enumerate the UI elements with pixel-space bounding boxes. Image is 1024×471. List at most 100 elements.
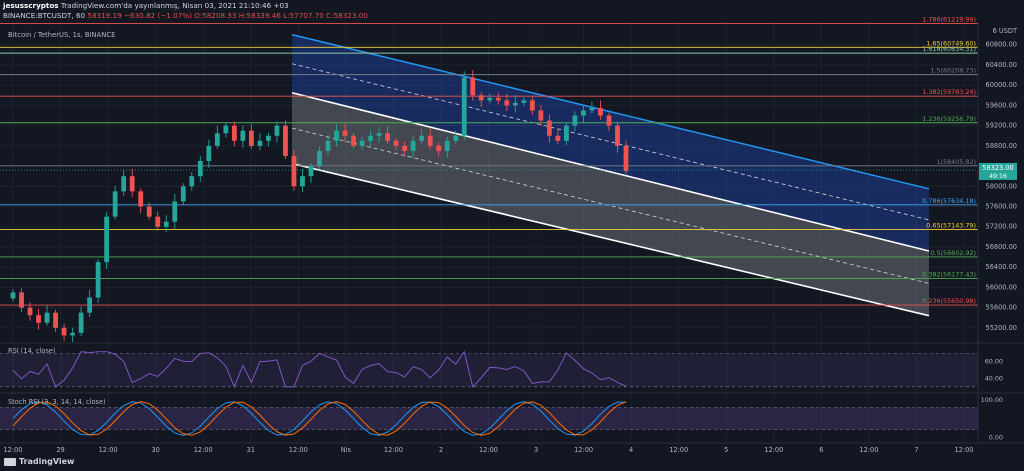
lower-channel-fill: [292, 92, 929, 316]
candle-body: [257, 140, 263, 146]
candle-body: [325, 140, 331, 151]
price-axis-label: 57600.00: [986, 203, 1017, 211]
price-axis-label: 57200.00: [986, 223, 1017, 231]
candle-body: [538, 110, 544, 121]
candle-body: [61, 327, 67, 336]
candle-body: [44, 312, 50, 323]
stoch-label: Stoch RSI (3, 3, 14, 14, close): [8, 398, 106, 406]
fib-label: 0.5(56602.92): [930, 249, 976, 257]
ohlc-values: O:58208.33 H:58339.46 L:57707.70 C:58323…: [194, 11, 368, 20]
candle-body: [291, 155, 297, 187]
candle-body: [410, 140, 416, 151]
candle-body: [546, 120, 552, 136]
candle-body: [36, 315, 41, 323]
current-price-value: 58323.00: [982, 164, 1013, 172]
upper-channel-median: [291, 63, 930, 221]
candle-body: [70, 332, 75, 336]
candle-body: [317, 150, 322, 167]
time-axis-label: 6: [819, 446, 823, 454]
candle-body: [368, 135, 373, 141]
candle-body: [376, 133, 382, 136]
time-axis-label: 12:00: [954, 446, 973, 454]
price-axis-label: 55200.00: [986, 324, 1017, 332]
fib-label: 0.786(57634.18): [922, 197, 976, 205]
candle-body: [112, 191, 118, 217]
candle-body: [444, 140, 450, 151]
fib-label: 1.618(60634.31): [922, 45, 976, 53]
price-axis-label: 55600.00: [986, 304, 1017, 312]
candle-body: [95, 262, 101, 298]
price-axis-label: 56000.00: [986, 283, 1017, 291]
candle-body: [359, 140, 365, 146]
channel-midline: [291, 91, 930, 252]
candle-body: [487, 97, 493, 101]
candle-body: [163, 221, 169, 227]
candle-body: [461, 77, 467, 136]
time-axis-label: 3: [534, 446, 538, 454]
candle-body: [197, 161, 203, 177]
candle-body: [529, 100, 535, 111]
candle-body: [19, 292, 24, 308]
last-price: 58319.19: [87, 11, 122, 20]
candle-body: [581, 110, 586, 116]
symbol-name: BINANCE:BTCUSDT, 60: [3, 11, 86, 20]
time-axis-label: 12:00: [194, 446, 213, 454]
pair-label: Bitcoin / TetherUS, 1s, BINANCE: [8, 31, 116, 39]
tradingview-brand[interactable]: TradingView: [4, 457, 74, 466]
candle-body: [598, 107, 603, 116]
time-axis-label: Nis: [341, 446, 352, 454]
price-axis-label: 56400.00: [986, 263, 1017, 271]
time-axis-label: 12:00: [479, 446, 498, 454]
time-axis-label: 29: [56, 446, 64, 454]
lower-channel-median: [291, 127, 930, 284]
price-axis-label: 60400.00: [986, 61, 1017, 69]
candle-body: [248, 130, 254, 146]
candle-body: [87, 297, 93, 313]
stoch-d-line: [12, 401, 627, 436]
candle-body: [606, 115, 612, 126]
time-axis-label: 31: [247, 446, 255, 454]
candle-body: [521, 100, 527, 103]
candle-body: [385, 133, 391, 141]
candle-body: [504, 100, 510, 106]
author-name: jesusscryptos: [3, 1, 59, 10]
candle-body: [478, 95, 484, 101]
candle-body: [78, 312, 84, 333]
candle-body: [615, 125, 620, 146]
price-axis-label: 56800.00: [986, 243, 1017, 251]
candle-body: [266, 135, 271, 141]
price-axis-label: 60000.00: [986, 81, 1017, 89]
candle-body: [393, 140, 399, 146]
time-axis-label: 4: [629, 446, 633, 454]
header-symbol-line: BINANCE:BTCUSDT, 60 58319.19 −630.82 (−1…: [3, 11, 368, 21]
candle-body: [402, 145, 408, 151]
fib-label: 0.236(55650.98): [922, 297, 976, 305]
time-axis-label: 12:00: [99, 446, 118, 454]
candle-body: [470, 77, 476, 96]
candle-body: [308, 166, 314, 177]
candle-body: [138, 191, 144, 207]
candle-body: [240, 130, 246, 141]
fib-label: 1.786(61219.99): [922, 16, 976, 24]
candle-body: [53, 312, 58, 328]
candle-body: [223, 125, 229, 134]
fib-label: 1(58405.82): [936, 158, 976, 166]
published-date: TradingView.com'da yayınlanmış, Nisan 03…: [60, 1, 289, 10]
rsi-axis-label: 40.00: [985, 374, 1003, 382]
fib-label: 0.65(57143.79): [926, 222, 976, 230]
candle-body: [10, 292, 16, 299]
candle-body: [206, 145, 212, 162]
candle-body: [155, 216, 161, 227]
fib-label: 1.5(60208.73): [930, 67, 976, 75]
candle-body: [555, 135, 561, 141]
time-axis-label: 5: [724, 446, 728, 454]
candle-body: [589, 107, 595, 111]
time-axis-label: 12:00: [289, 446, 308, 454]
price-axis-label: 58800.00: [986, 142, 1017, 150]
time-axis-label: 12:00: [574, 446, 593, 454]
candle-body: [300, 176, 305, 187]
fib-label: 1.65(60749.60): [926, 39, 976, 47]
time-axis-label: 12:00: [859, 446, 878, 454]
candle-body: [146, 206, 152, 217]
